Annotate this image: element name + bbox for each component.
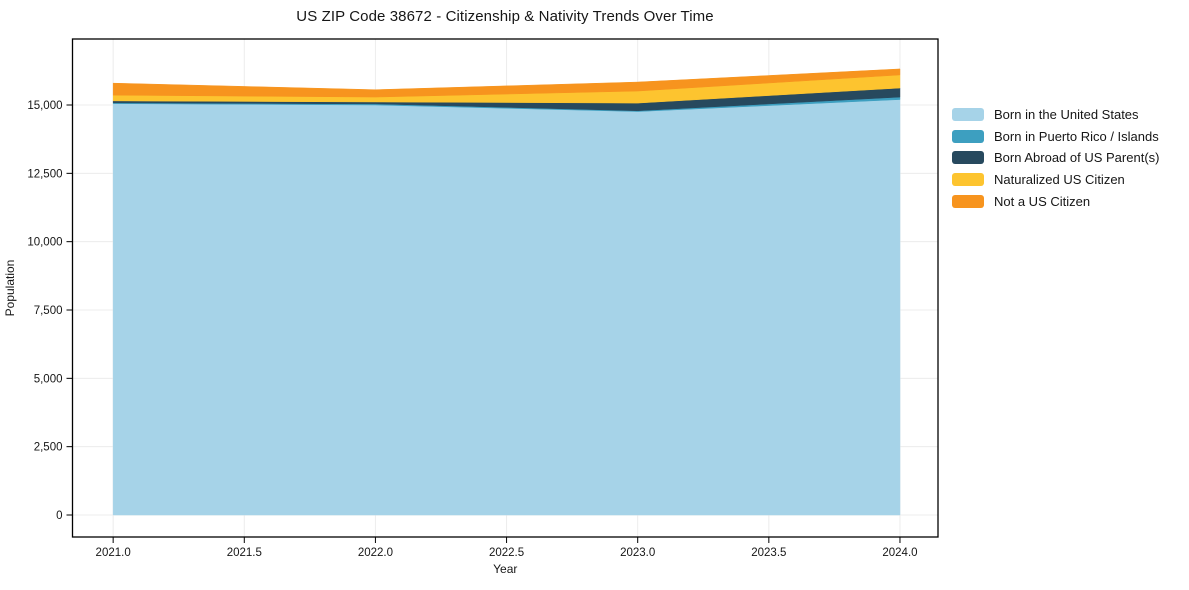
x-tick-label: 2023.0 xyxy=(620,547,655,559)
y-tick-label: 15,000 xyxy=(27,100,62,112)
x-tick-label: 2021.0 xyxy=(96,547,131,559)
y-tick-label: 5,000 xyxy=(34,373,63,385)
x-tick-label: 2022.0 xyxy=(358,547,393,559)
y-tick-label: 7,500 xyxy=(34,305,63,317)
legend: Born in the United States Born in Puerto … xyxy=(952,104,1159,212)
area-not-a-us-citizen xyxy=(112,68,901,98)
x-tick-label: 2023.5 xyxy=(751,547,786,559)
x-tick-label: 2021.5 xyxy=(227,547,262,559)
legend-swatch-icon xyxy=(952,108,984,122)
y-tick-label: 0 xyxy=(56,510,62,522)
area-born-in-the-united-states xyxy=(112,99,901,516)
plot-frame xyxy=(71,38,939,538)
legend-item-label: Born in Puerto Rico / Islands xyxy=(994,128,1159,144)
y-axis-title: Population xyxy=(3,260,17,317)
legend-item-born-abroad-of-us-parent-s[interactable]: Born Abroad of US Parent(s) xyxy=(952,147,1159,169)
y-tick-label: 10,000 xyxy=(27,237,62,249)
legend-item-born-in-the-united-states[interactable]: Born in the United States xyxy=(952,104,1159,126)
legend-swatch-icon xyxy=(952,173,984,187)
plot-canvas[interactable]: 0 2,500 5,000 7,500 10,000 12,500 15,000 2021.0… xyxy=(0,0,945,590)
legend-item-born-in-puerto-rico-islands[interactable]: Born in Puerto Rico / Islands xyxy=(952,126,1159,148)
legend-swatch-icon xyxy=(952,129,984,143)
y-tick-label: 2,500 xyxy=(34,442,63,454)
legend-swatch-icon xyxy=(952,194,984,208)
legend-swatch-icon xyxy=(952,151,984,165)
legend-item-naturalized-us-citizen[interactable]: Naturalized US Citizen xyxy=(952,169,1159,191)
legend-item-label: Born in the United States xyxy=(994,107,1139,123)
x-tick-label: 2022.5 xyxy=(489,547,524,559)
y-tick-label: 12,500 xyxy=(27,168,62,180)
legend-item-label: Born Abroad of US Parent(s) xyxy=(994,150,1160,166)
legend-item-label: Not a US Citizen xyxy=(994,193,1091,209)
legend-item-not-a-us-citizen[interactable]: Not a US Citizen xyxy=(952,190,1159,212)
x-tick-label: 2024.0 xyxy=(882,547,917,559)
chart-title: US ZIP Code 38672 - Citizenship & Nativi… xyxy=(296,8,714,25)
legend-item-label: Naturalized US Citizen xyxy=(994,172,1125,188)
x-axis-title: Year xyxy=(493,562,517,576)
